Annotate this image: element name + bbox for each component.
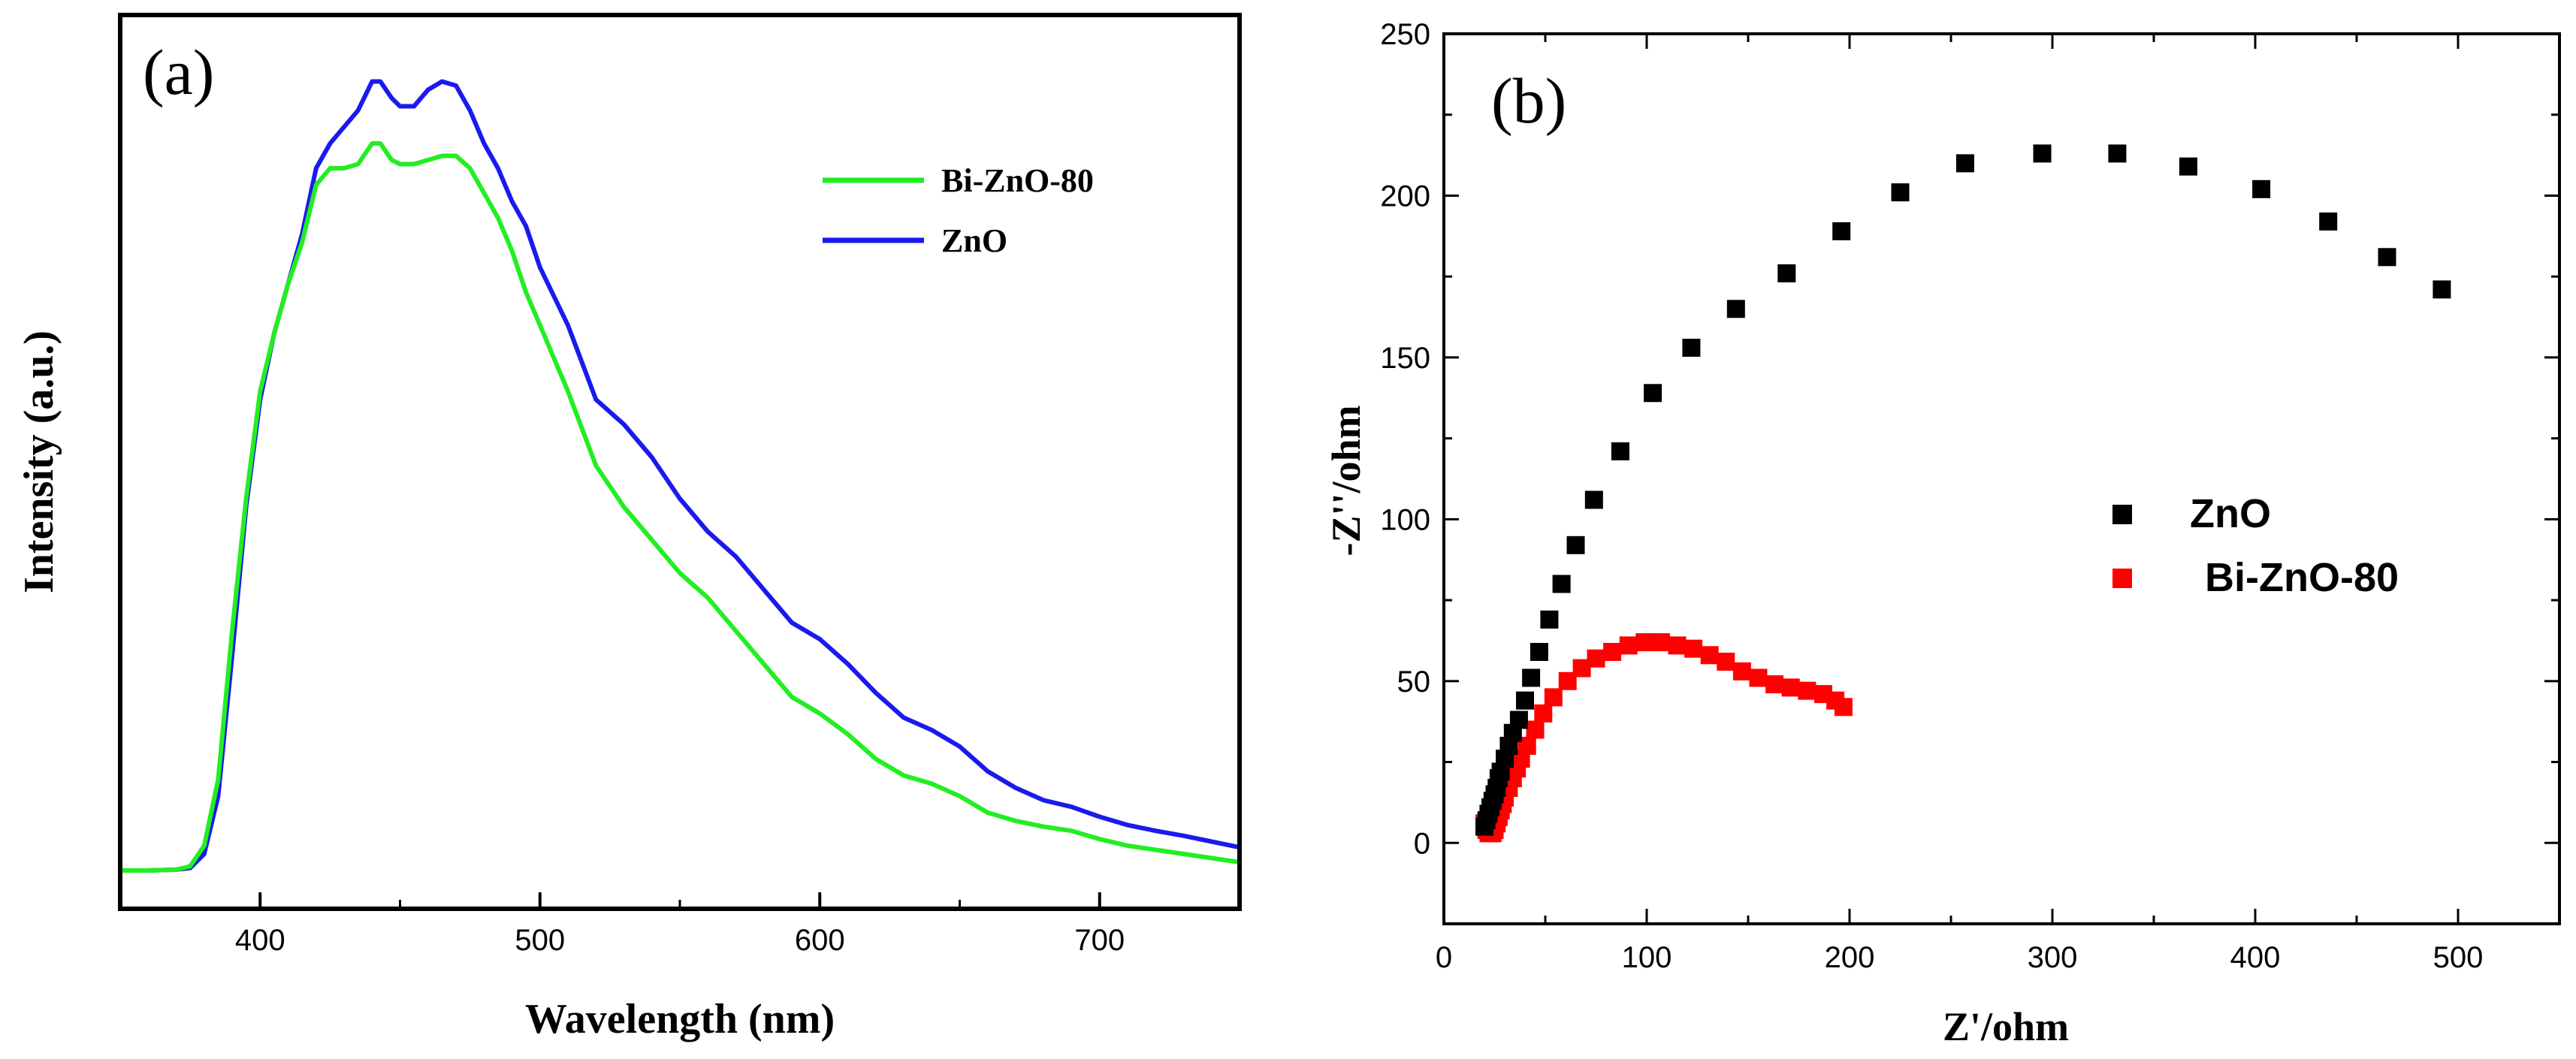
panel-b-point-zno — [1682, 339, 1701, 357]
panel-b-y-tick-label: 250 — [1380, 18, 1430, 51]
panel-b-y-tick-label: 50 — [1397, 665, 1431, 698]
panel-b-y-tick-label: 200 — [1380, 180, 1430, 213]
panel-a-legend-label-zno: ZnO — [941, 222, 1007, 259]
panel-b-y-tick-label: 0 — [1414, 827, 1430, 860]
panel-b-x-tick-label: 100 — [1622, 941, 1672, 974]
panel-b-plot-frame — [1442, 32, 2561, 925]
panel-b-point-bi-zno-80 — [1603, 643, 1622, 661]
panel-a-legend-label-bi-zno-80: Bi-ZnO-80 — [941, 162, 1094, 199]
panel-b-point-zno — [1516, 691, 1534, 710]
panel-b-point-bi-zno-80 — [1534, 704, 1553, 723]
panel-b-y-tick-label: 100 — [1380, 503, 1430, 536]
panel-b-point-zno — [1955, 154, 1974, 173]
panel-b-ticks: 0 100 200 300 400 500 0 50 100 150 200 250 — [1380, 18, 2559, 974]
panel-b-point-zno — [2433, 280, 2451, 299]
panel-b-point-zno — [2319, 212, 2338, 231]
panel-b-point-bi-zno-80 — [1732, 662, 1751, 680]
panel-b-point-bi-zno-80 — [1717, 653, 1735, 671]
panel-b-point-zno — [1566, 536, 1585, 554]
panel-b-point-zno — [1522, 668, 1541, 687]
panel-b-point-bi-zno-80 — [1668, 636, 1687, 655]
panel-a-series-line-zno — [120, 79, 1240, 873]
panel-b-point-bi-zno-80 — [1781, 678, 1800, 697]
panel-b-legend-marker-bi-zno-80 — [2112, 569, 2132, 588]
panel-a-x-tick-label: 500 — [515, 924, 565, 957]
panel-b-point-bi-zno-80 — [1798, 681, 1816, 700]
panel-b-point-zno — [1584, 490, 1603, 509]
panel-b-legend-label-zno: ZnO — [2190, 491, 2271, 536]
panel-b-point-zno — [1726, 300, 1745, 318]
panel-b-y-tick-label: 150 — [1380, 342, 1430, 375]
panel-b-legend-marker-zno — [2112, 505, 2132, 524]
panel-b-point-bi-zno-80 — [1635, 633, 1654, 652]
panel-b-point-zno — [1509, 711, 1528, 729]
panel-b-series-layer — [1475, 144, 2451, 843]
panel-a-chart: 400 500 600 700 (a) Bi-ZnO-80 ZnO Wavelengt… — [16, 13, 1242, 1042]
panel-b-point-zno — [1832, 222, 1851, 240]
panel-b-x-tick-label: 500 — [2433, 941, 2484, 974]
panel-a-series-layer — [120, 79, 1240, 873]
panel-b-legend-label-bi-zno-80: Bi-ZnO-80 — [2205, 555, 2399, 600]
panel-b-y-axis-label: -Z''/ohm — [1324, 405, 1369, 556]
panel-b-point-zno — [1552, 575, 1571, 593]
panel-a-label: (a) — [143, 36, 214, 108]
panel-b-point-bi-zno-80 — [1587, 649, 1605, 668]
panel-b-point-bi-zno-80 — [1765, 675, 1784, 694]
panel-b-point-bi-zno-80 — [1544, 688, 1563, 707]
panel-a-y-axis-label: Intensity (a.u.) — [16, 330, 62, 593]
panel-a-series-line-bi-zno-80 — [120, 141, 1240, 873]
panel-b-x-tick-label: 200 — [1825, 941, 1875, 974]
panel-b-point-bi-zno-80 — [1619, 636, 1638, 655]
panel-b-point-zno — [2108, 144, 2127, 163]
panel-b-point-zno — [1644, 384, 1662, 403]
panel-b-point-zno — [1540, 610, 1559, 629]
panel-b-point-zno — [1611, 442, 1629, 460]
panel-b-x-axis-label: Z'/ohm — [1943, 1004, 2069, 1049]
panel-b-label: (b) — [1491, 65, 1566, 137]
panel-b-point-bi-zno-80 — [1526, 720, 1545, 739]
panel-b-point-zno — [2033, 144, 2052, 163]
panel-b-chart: 0 100 200 300 400 500 0 50 100 150 200 250 (b) ZnO … — [1324, 18, 2561, 1049]
panel-b-point-zno — [1777, 264, 1796, 282]
panel-b-point-bi-zno-80 — [1684, 639, 1703, 658]
panel-b-x-tick-label: 400 — [2230, 941, 2281, 974]
panel-a-plot-frame — [118, 13, 1242, 911]
panel-b-x-tick-label: 300 — [2028, 941, 2078, 974]
panel-a-x-tick-label: 700 — [1074, 924, 1125, 957]
panel-b-x-tick-label: 0 — [1436, 941, 1452, 974]
panel-a-x-tick-label: 400 — [235, 924, 285, 957]
panel-a-legend: Bi-ZnO-80 ZnO — [823, 162, 1094, 259]
panel-b-point-bi-zno-80 — [1834, 698, 1853, 717]
panel-b-point-zno — [2378, 248, 2396, 267]
panel-b-point-bi-zno-80 — [1749, 668, 1768, 687]
panel-b-legend: ZnO Bi-ZnO-80 — [2112, 491, 2399, 600]
panel-a-x-tick-label: 600 — [795, 924, 845, 957]
panel-b-point-zno — [1530, 643, 1548, 661]
panel-a-x-ticks: 400 500 600 700 — [119, 892, 1241, 957]
panel-a-x-axis-label: Wavelength (nm) — [525, 996, 835, 1042]
panel-b-point-zno — [2179, 157, 2197, 176]
panel-b-point-bi-zno-80 — [1651, 633, 1670, 652]
panel-b-point-bi-zno-80 — [1700, 646, 1719, 665]
panel-b-point-zno — [2252, 180, 2271, 198]
panel-b-point-zno — [1891, 183, 1910, 202]
